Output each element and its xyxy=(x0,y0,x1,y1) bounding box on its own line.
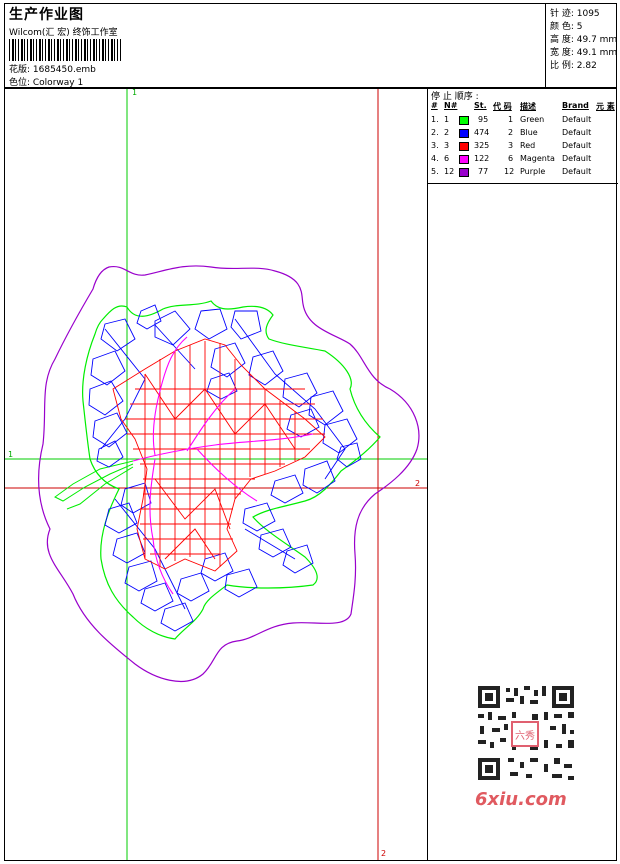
blue-stitches xyxy=(88,304,362,632)
row-index: 2. xyxy=(431,128,439,137)
green-outline xyxy=(82,300,381,640)
row-needle: 3 xyxy=(444,141,450,150)
col-desc: 描述 xyxy=(520,102,536,111)
row-stitches: 325 xyxy=(474,141,490,150)
col-stitches: St. xyxy=(474,101,487,110)
qr-code-icon: 六秀 xyxy=(468,682,584,786)
stat-colors: 颜 色: 5 xyxy=(550,22,583,32)
row-desc: Green xyxy=(520,115,545,124)
col-code: 代 码 xyxy=(493,102,512,111)
row-needle: 1 xyxy=(444,115,450,124)
header-panel: 生产作业图 Wilcom(汇 宏) 终饰工作室 花版: 1685450.emb … xyxy=(4,3,617,88)
row-index: 3. xyxy=(431,141,439,150)
green-stem xyxy=(54,460,134,510)
stat-scale: 比 例: 2.82 xyxy=(550,61,597,71)
row-code: 6 xyxy=(508,154,514,163)
design-stats: 针 迹: 1095 颜 色: 5 高 度: 49.7 mm 宽 度: 49.1 … xyxy=(545,4,619,87)
guide-green-v-label: 1 xyxy=(132,89,137,97)
col-brand: Brand xyxy=(562,101,589,110)
row-code: 12 xyxy=(504,167,515,176)
row-code: 2 xyxy=(508,128,514,137)
main-panel: 1 1 2 2 xyxy=(4,88,618,861)
row-stitches: 474 xyxy=(474,128,490,137)
design-canvas: 1 1 2 2 xyxy=(5,88,427,860)
guide-green-h-label: 1 xyxy=(8,450,13,459)
colorway-label: 色位: Colorway 1 xyxy=(9,78,84,88)
color-swatch-red xyxy=(459,142,469,151)
row-brand: Default xyxy=(562,115,592,124)
col-needle: N# xyxy=(444,101,458,110)
col-element: 元 素 xyxy=(596,102,615,111)
design-file-label: 花版: 1685450.emb xyxy=(9,65,96,75)
col-index: # xyxy=(431,101,438,110)
row-stitches: 77 xyxy=(478,167,489,176)
studio-name: Wilcom(汇 宏) 终饰工作室 xyxy=(9,28,118,38)
stop-row: 5. 12 77 12 Purple Default xyxy=(428,167,618,179)
stop-row: 4. 6 122 6 Magenta Default xyxy=(428,154,618,166)
row-brand: Default xyxy=(562,154,592,163)
stop-row: 2. 2 474 2 Blue Default xyxy=(428,128,618,140)
stop-row: 1. 1 95 1 Green Default xyxy=(428,115,618,127)
row-needle: 2 xyxy=(444,128,450,137)
red-stitches xyxy=(112,338,326,572)
row-desc: Purple xyxy=(520,167,546,176)
row-code: 3 xyxy=(508,141,514,150)
row-desc: Red xyxy=(520,141,536,150)
row-stitches: 122 xyxy=(474,154,490,163)
row-index: 4. xyxy=(431,154,439,163)
stop-sequence-title: 停 止 顺序 : xyxy=(431,92,479,102)
row-needle: 6 xyxy=(444,154,450,163)
qr-logo-text: 六秀 xyxy=(515,730,535,742)
guide-red-v-label: 2 xyxy=(381,849,386,858)
color-swatch-blue xyxy=(459,129,469,138)
header-left: 生产作业图 Wilcom(汇 宏) 终饰工作室 花版: 1685450.emb … xyxy=(5,4,545,88)
guide-red-h-label: 2 xyxy=(415,479,420,488)
stop-row: 3. 3 325 3 Red Default xyxy=(428,141,618,153)
row-brand: Default xyxy=(562,141,592,150)
stat-height: 高 度: 49.7 mm xyxy=(550,35,618,45)
page-title: 生产作业图 xyxy=(9,7,84,23)
row-stitches: 95 xyxy=(478,115,489,124)
color-swatch-purple xyxy=(459,168,469,177)
qr-code-watermark: 六秀 xyxy=(468,682,584,802)
magenta-veins xyxy=(132,336,314,595)
barcode xyxy=(9,39,121,61)
row-brand: Default xyxy=(562,167,592,176)
purple-outline xyxy=(37,265,420,683)
watermark-site-text: 6xiu.com xyxy=(475,789,567,810)
row-index: 1. xyxy=(431,115,439,124)
color-swatch-magenta xyxy=(459,155,469,164)
stat-stitches: 针 迹: 1095 xyxy=(550,9,600,19)
right-panel: 停 止 顺序 : # N# St. 代 码 描述 Brand 元 素 1. 1 … xyxy=(427,89,618,860)
color-swatch-green xyxy=(459,116,469,125)
row-needle: 12 xyxy=(444,167,455,176)
stat-width: 宽 度: 49.1 mm xyxy=(550,48,618,58)
row-brand: Default xyxy=(562,128,592,137)
row-index: 5. xyxy=(431,167,439,176)
row-desc: Blue xyxy=(520,128,538,137)
stop-sequence-header: # N# St. 代 码 描述 Brand 元 素 xyxy=(428,101,618,113)
row-desc: Magenta xyxy=(520,154,555,163)
row-code: 1 xyxy=(508,115,514,124)
stop-sequence-table: 停 止 顺序 : # N# St. 代 码 描述 Brand 元 素 1. 1 … xyxy=(428,89,618,184)
embroidery-preview: 1 1 2 2 xyxy=(5,88,427,860)
